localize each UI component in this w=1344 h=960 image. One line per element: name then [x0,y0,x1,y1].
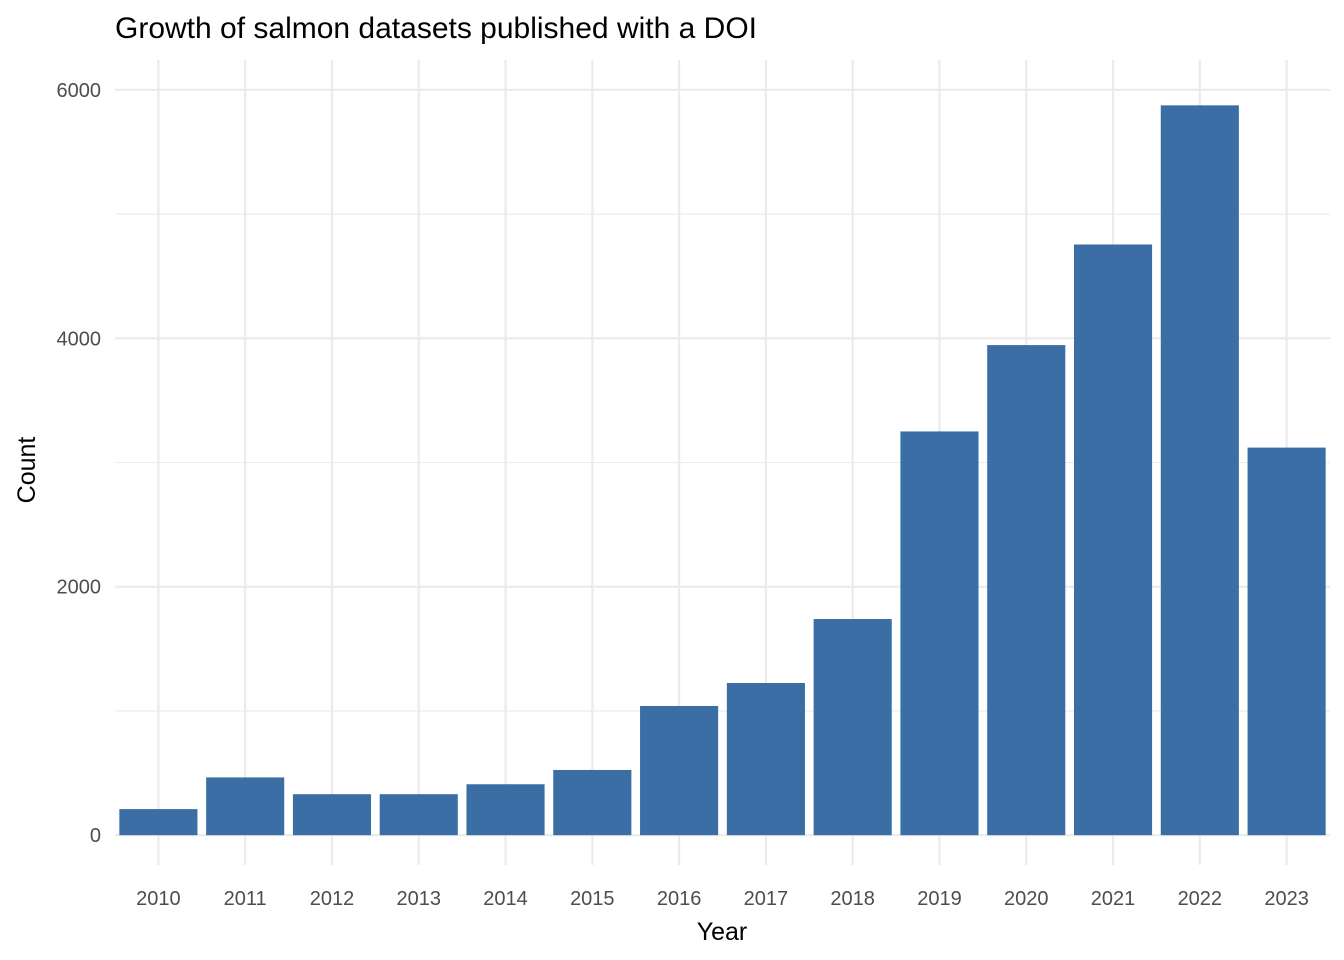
chart-title: Growth of salmon datasets published with… [115,12,757,45]
bar-2022 [1160,105,1239,836]
bar-2017 [726,683,805,836]
x-tick-label: 2014 [483,888,528,910]
x-tick-label: 2015 [570,888,615,910]
x-tick-label: 2017 [744,888,789,910]
x-tick-label: 2021 [1091,888,1136,910]
y-tick-label: 2000 [57,577,102,599]
bar-2013 [379,794,458,836]
x-tick-label: 2022 [1178,888,1223,910]
x-tick-label: 2020 [1004,888,1049,910]
bars [119,105,1326,836]
bar-2010 [119,809,198,836]
x-tick-label: 2023 [1264,888,1309,910]
y-tick-label: 6000 [57,80,102,102]
bar-2021 [1073,244,1153,836]
bar-2018 [813,619,892,836]
y-tick-label: 0 [90,825,101,847]
y-axis-tick-labels: 0 2000 4000 6000 [57,80,102,847]
bar-2011 [206,777,285,836]
bar-2023 [1247,447,1326,836]
bar-2020 [987,345,1066,836]
x-tick-label: 2018 [830,888,875,910]
x-tick-label: 2012 [310,888,355,910]
x-axis-tick-labels: 2010 2011 2012 2013 2014 2015 2016 2017 2018 2019… [136,888,1309,910]
y-tick-label: 4000 [57,328,102,350]
x-tick-label: 2016 [657,888,702,910]
bar-2019 [900,431,979,836]
x-tick-label: 2010 [136,888,181,910]
x-tick-label: 2011 [224,888,267,910]
y-axis-title: Count [13,437,41,504]
bar-2012 [292,794,372,836]
x-axis-title: Year [697,918,748,946]
x-tick-label: 2013 [397,888,442,910]
x-tick-label: 2019 [917,888,962,910]
bar-2015 [553,769,632,836]
bar-2014 [466,784,545,836]
bar-2016 [640,705,719,836]
